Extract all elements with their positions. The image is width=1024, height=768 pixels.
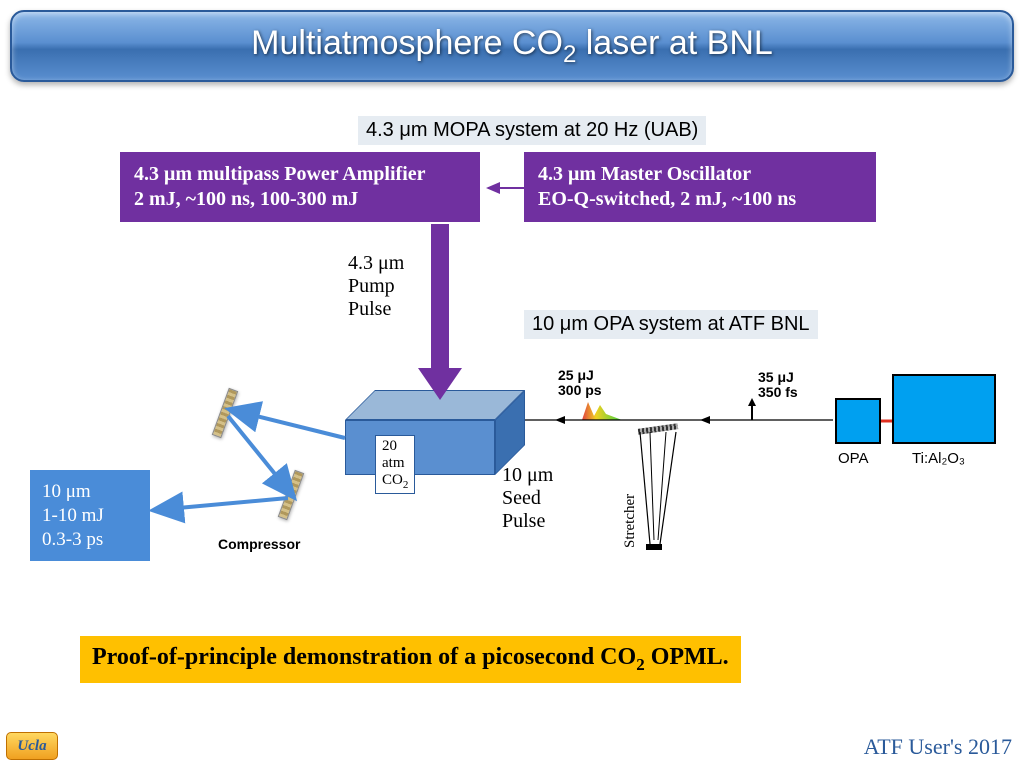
ti-sapphire-label: Ti:Al₂O₃	[912, 450, 965, 467]
title-bar: Multiatmosphere CO2 laser at BNL	[10, 10, 1014, 82]
co2-label: 20 atm CO2	[375, 435, 415, 494]
spec-25uj: 25 μJ 300 ps	[558, 368, 602, 399]
osc-line1: 4.3 μm Master Oscillator	[538, 162, 862, 187]
co2-sub: 2	[403, 479, 409, 491]
output-box: 10 μm 1-10 mJ 0.3-3 ps	[30, 470, 150, 561]
opa-box-label: OPA	[838, 450, 869, 467]
oscillator-box: 4.3 μm Master Oscillator EO-Q-switched, …	[524, 152, 876, 222]
spec-35uj: 35 μJ 350 fs	[758, 370, 798, 401]
ti-sapphire-box	[892, 374, 996, 444]
title-post: laser at BNL	[576, 24, 773, 62]
footer-text: ATF User's 2017	[864, 734, 1012, 760]
amp-line2: 2 mJ, ~100 ns, 100-300 mJ	[134, 187, 466, 212]
amp-line1: 4.3 μm multipass Power Amplifier	[134, 162, 466, 187]
conclusion-post: OPML.	[645, 644, 729, 670]
title-sub: 2	[563, 40, 576, 67]
conclusion-sub: 2	[636, 655, 645, 674]
co2-pre: 20 atm CO	[382, 438, 405, 488]
osc-line2: EO-Q-switched, 2 mJ, ~100 ns	[538, 187, 862, 212]
opa-box	[835, 398, 881, 444]
conclusion-bar: Proof-of-principle demonstration of a pi…	[80, 636, 741, 683]
grating-icon	[212, 388, 238, 438]
opa-system-label: 10 μm OPA system at ATF BNL	[524, 310, 818, 339]
ucla-logo: Ucla	[6, 732, 58, 760]
pump-pulse-label: 4.3 μm Pump Pulse	[348, 252, 404, 321]
mopa-label: 4.3 μm MOPA system at 20 Hz (UAB)	[358, 116, 706, 145]
stretcher-base-icon	[646, 544, 662, 550]
amplifier-box: 4.3 μm multipass Power Amplifier 2 mJ, ~…	[120, 152, 480, 222]
stretcher-mirror-icon	[638, 423, 678, 435]
pulse-spectrum-icon	[582, 400, 622, 420]
compressor-label: Compressor	[218, 536, 300, 552]
title-text: Multiatmosphere CO2 laser at BNL	[251, 24, 773, 69]
stretcher-label: Stretcher	[622, 494, 639, 548]
grating-icon	[278, 470, 304, 520]
title-pre: Multiatmosphere CO	[251, 24, 563, 62]
conclusion-pre: Proof-of-principle demonstration of a pi…	[92, 644, 636, 670]
seed-pulse-label: 10 μm Seed Pulse	[502, 464, 553, 533]
